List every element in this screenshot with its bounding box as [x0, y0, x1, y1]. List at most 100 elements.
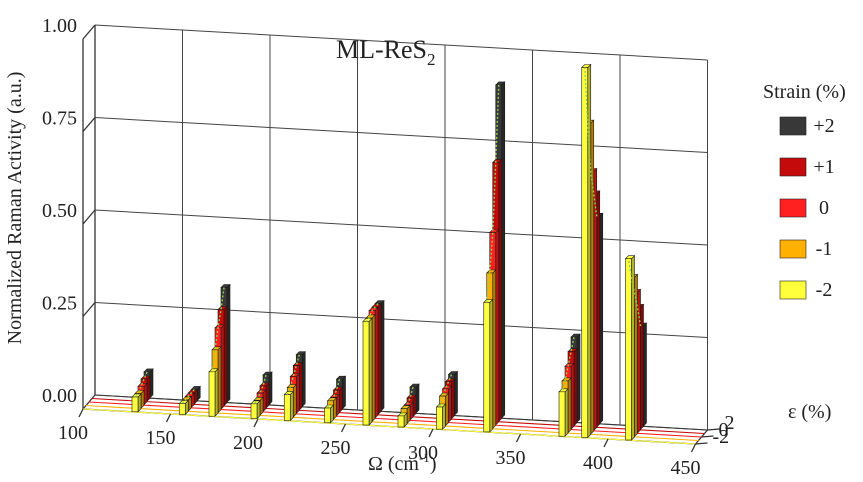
bar-side — [451, 377, 455, 420]
chart-title: ML-ReS2 — [336, 35, 436, 69]
legend-swatch — [779, 280, 807, 300]
bar-side — [146, 375, 151, 403]
bar-side — [492, 269, 497, 430]
bar-front — [625, 258, 632, 441]
grid-layer — [82, 24, 708, 445]
bar-side — [448, 385, 452, 423]
x-tick-label: 250 — [321, 437, 351, 459]
bar-side — [265, 382, 270, 409]
x-tick-mark — [78, 408, 84, 418]
bar-side — [567, 377, 572, 434]
bar-side — [342, 375, 346, 410]
bar-side — [380, 299, 385, 412]
bar-side — [374, 306, 379, 419]
bar-side — [564, 388, 569, 437]
strain-floor-lines — [82, 394, 708, 445]
envelope-trace — [181, 388, 195, 404]
bar — [581, 63, 592, 439]
grid-line-y — [94, 302, 708, 338]
bar-side — [143, 382, 148, 406]
envelope-trace — [134, 371, 148, 398]
legend-swatch — [779, 198, 807, 218]
bar-side — [640, 303, 644, 431]
x-tick-label: 100 — [58, 422, 88, 444]
grid-line-y — [94, 24, 708, 61]
bar-side — [501, 81, 506, 419]
envelope-trace — [584, 67, 598, 217]
bar-side — [339, 386, 343, 414]
x-tick-mark — [165, 413, 172, 423]
bar-side — [498, 158, 503, 423]
x-tick-label: 300 — [408, 442, 438, 464]
tick-labels: 100 150 200 250 300 350 400 450 0.00 0.25 0.50 0.75… — [42, 15, 735, 479]
bar-side — [298, 361, 303, 411]
x-tick-mark — [340, 423, 347, 433]
bar-side — [643, 322, 647, 427]
bar-side — [599, 212, 604, 425]
bar-side — [590, 119, 595, 435]
x-tick-label: 450 — [671, 457, 701, 479]
bar-side — [371, 314, 376, 423]
chart-title-subscript: 2 — [427, 50, 436, 69]
x-axis-title: Ω (cm-1) — [368, 450, 436, 475]
envelope-trace — [438, 374, 453, 408]
bar-front — [581, 67, 589, 438]
envelope-traces — [134, 67, 642, 417]
envelope-trace — [253, 374, 267, 405]
bar-side — [217, 346, 222, 414]
x-tick-mark — [253, 418, 259, 428]
x-tick-mark — [690, 443, 697, 453]
bar — [558, 388, 569, 437]
x-tick-label: 400 — [583, 452, 613, 474]
envelope-trace — [365, 303, 379, 322]
grid-line-y — [94, 117, 708, 153]
chart-title-main: ML-ReS — [336, 35, 427, 64]
bar-side — [368, 317, 373, 426]
bar-side — [295, 372, 300, 415]
bar — [624, 254, 636, 441]
bar — [323, 404, 335, 424]
x-tick-mark — [603, 438, 609, 448]
bar-side — [573, 347, 578, 427]
y-tick-label: 1.00 — [42, 15, 77, 37]
bar-side — [415, 383, 420, 414]
legend-title: Strain (%) — [763, 81, 846, 103]
bar-side — [495, 228, 500, 426]
legend-label: -1 — [816, 238, 833, 260]
bar — [435, 403, 447, 430]
legend-swatch — [779, 157, 807, 177]
side-wall-line — [82, 24, 96, 40]
bar-side — [214, 368, 219, 417]
legend-label: -2 — [816, 279, 833, 301]
x-tick-label: 200 — [233, 432, 263, 454]
bar-front — [178, 403, 186, 415]
bar — [178, 399, 189, 416]
y-axis-title: Normalized Raman Activity (a.u.) — [4, 72, 26, 345]
bar-side — [149, 368, 154, 399]
bar-side — [445, 392, 449, 427]
floor-line — [85, 404, 699, 442]
y-tick-label: 0.00 — [42, 385, 77, 407]
bar-side — [292, 383, 297, 418]
bar — [283, 390, 294, 422]
bar-front — [436, 406, 443, 430]
x-axis-title-main: Ω (cm — [368, 453, 419, 475]
envelope-trace — [627, 258, 642, 327]
envelope-trace — [211, 287, 225, 372]
bar-side — [377, 303, 382, 416]
z-tick-label: 2 — [725, 412, 735, 434]
bar-front — [362, 321, 370, 426]
bar-side — [631, 254, 635, 441]
bar-side — [489, 298, 494, 433]
bar-side — [454, 370, 458, 416]
bar-side — [220, 324, 225, 410]
legend-label: +2 — [813, 115, 834, 137]
bar-side — [333, 397, 337, 421]
bar — [397, 412, 408, 428]
bar-front — [131, 396, 139, 413]
x-axis-title-suffix: ) — [430, 453, 437, 475]
side-wall-line — [82, 302, 96, 317]
bar — [250, 400, 261, 420]
x-tick-mark — [428, 428, 434, 438]
legend-label: +1 — [813, 156, 834, 178]
